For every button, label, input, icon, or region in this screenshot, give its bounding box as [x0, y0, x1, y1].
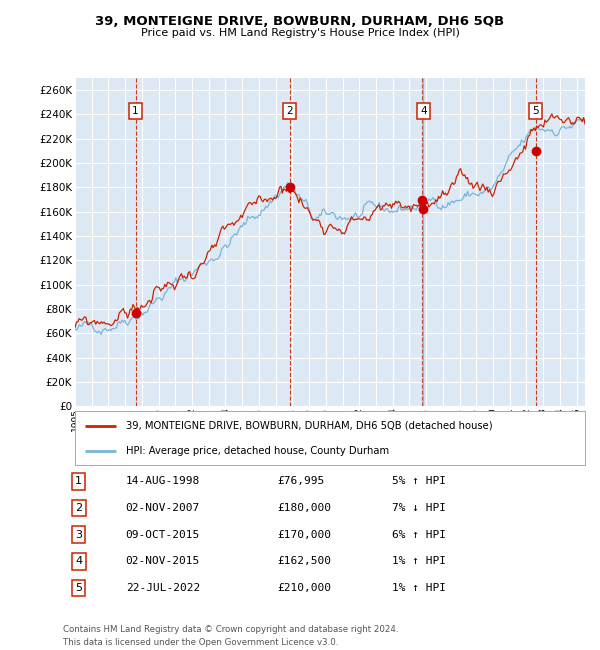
- Text: £162,500: £162,500: [277, 556, 331, 566]
- Text: 3: 3: [75, 530, 82, 540]
- Text: 5: 5: [75, 583, 82, 593]
- Text: 1: 1: [132, 106, 139, 116]
- Text: 4: 4: [75, 556, 82, 566]
- Text: 2: 2: [286, 106, 293, 116]
- Text: 39, MONTEIGNE DRIVE, BOWBURN, DURHAM, DH6 5QB: 39, MONTEIGNE DRIVE, BOWBURN, DURHAM, DH…: [95, 15, 505, 28]
- Text: Price paid vs. HM Land Registry's House Price Index (HPI): Price paid vs. HM Land Registry's House …: [140, 28, 460, 38]
- Text: £210,000: £210,000: [277, 583, 331, 593]
- Text: 22-JUL-2022: 22-JUL-2022: [125, 583, 200, 593]
- Text: 5: 5: [532, 106, 539, 116]
- Text: 1% ↑ HPI: 1% ↑ HPI: [392, 556, 446, 566]
- Text: 5% ↑ HPI: 5% ↑ HPI: [392, 476, 446, 486]
- Text: 4: 4: [420, 106, 427, 116]
- Text: 2: 2: [75, 503, 82, 513]
- Text: £76,995: £76,995: [277, 476, 324, 486]
- Text: 1% ↑ HPI: 1% ↑ HPI: [392, 583, 446, 593]
- Text: 14-AUG-1998: 14-AUG-1998: [125, 476, 200, 486]
- Text: 6% ↑ HPI: 6% ↑ HPI: [392, 530, 446, 540]
- Text: 09-OCT-2015: 09-OCT-2015: [125, 530, 200, 540]
- Text: £170,000: £170,000: [277, 530, 331, 540]
- Text: 1: 1: [75, 476, 82, 486]
- Text: 7% ↓ HPI: 7% ↓ HPI: [392, 503, 446, 513]
- Text: 02-NOV-2015: 02-NOV-2015: [125, 556, 200, 566]
- Text: £180,000: £180,000: [277, 503, 331, 513]
- Text: HPI: Average price, detached house, County Durham: HPI: Average price, detached house, Coun…: [126, 447, 389, 456]
- Text: 02-NOV-2007: 02-NOV-2007: [125, 503, 200, 513]
- Text: Contains HM Land Registry data © Crown copyright and database right 2024.
This d: Contains HM Land Registry data © Crown c…: [63, 625, 398, 647]
- Text: 39, MONTEIGNE DRIVE, BOWBURN, DURHAM, DH6 5QB (detached house): 39, MONTEIGNE DRIVE, BOWBURN, DURHAM, DH…: [126, 421, 493, 431]
